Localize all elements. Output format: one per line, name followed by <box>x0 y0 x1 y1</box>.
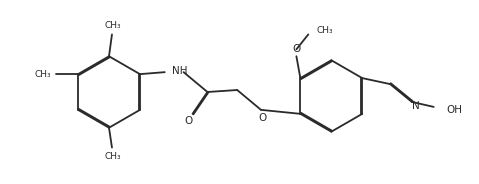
Text: O: O <box>258 113 266 123</box>
Text: CH₃: CH₃ <box>104 21 121 30</box>
Text: CH₃: CH₃ <box>34 70 51 79</box>
Text: O: O <box>292 44 300 54</box>
Text: OH: OH <box>446 105 463 115</box>
Text: CH₃: CH₃ <box>316 26 333 35</box>
Text: N: N <box>412 101 420 111</box>
Text: CH₃: CH₃ <box>104 152 121 161</box>
Text: NH: NH <box>171 66 187 76</box>
Text: O: O <box>184 116 193 126</box>
